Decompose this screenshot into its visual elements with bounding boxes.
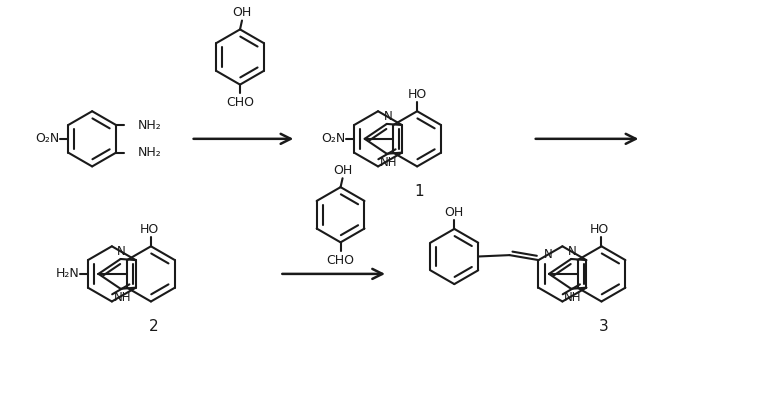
Text: CHO: CHO <box>327 253 354 266</box>
Text: HO: HO <box>139 223 158 236</box>
Text: 1: 1 <box>415 184 424 199</box>
Text: CHO: CHO <box>226 96 254 109</box>
Text: NH: NH <box>114 291 131 304</box>
Text: HO: HO <box>408 88 427 101</box>
Text: OH: OH <box>333 164 352 177</box>
Text: N: N <box>117 244 126 257</box>
Text: NH: NH <box>380 156 398 169</box>
Text: H₂N: H₂N <box>56 267 79 280</box>
Text: 3: 3 <box>599 319 609 334</box>
Text: O₂N: O₂N <box>35 132 59 145</box>
Text: N: N <box>568 244 577 257</box>
Text: HO: HO <box>590 223 609 236</box>
Text: NH: NH <box>565 291 582 304</box>
Text: N: N <box>383 110 392 123</box>
Text: 2: 2 <box>149 319 158 334</box>
Text: N: N <box>543 248 552 261</box>
Text: OH: OH <box>445 206 464 219</box>
Text: NH₂: NH₂ <box>138 119 162 132</box>
Text: O₂N: O₂N <box>321 132 345 145</box>
Text: OH: OH <box>232 6 251 19</box>
Text: NH₂: NH₂ <box>138 146 162 159</box>
